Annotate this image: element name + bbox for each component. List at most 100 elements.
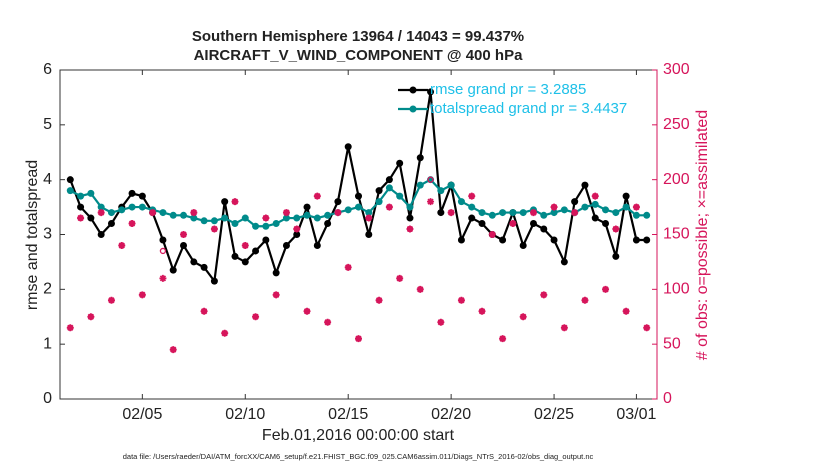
data-point bbox=[190, 209, 198, 217]
data-point bbox=[622, 307, 630, 315]
data-point bbox=[396, 274, 404, 282]
data-point bbox=[581, 296, 589, 304]
data-point bbox=[180, 211, 188, 219]
data-point bbox=[272, 220, 280, 228]
data-point bbox=[509, 220, 517, 228]
data-point bbox=[293, 231, 301, 238]
x-tick-label: 02/25 bbox=[534, 406, 574, 423]
data-point bbox=[447, 181, 455, 189]
data-point bbox=[591, 192, 599, 200]
data-point bbox=[262, 214, 270, 222]
data-point bbox=[324, 211, 332, 219]
data-point bbox=[385, 184, 393, 192]
legend-label: totalspread grand pr = 3.4437 bbox=[430, 100, 627, 117]
data-point bbox=[313, 192, 321, 200]
data-point bbox=[437, 209, 445, 217]
data-point bbox=[632, 211, 640, 219]
data-point bbox=[499, 335, 507, 343]
y-tick-label: 0 bbox=[43, 390, 52, 407]
plot-frame bbox=[59, 69, 658, 400]
data-point bbox=[180, 241, 188, 249]
data-point bbox=[252, 247, 260, 255]
data-point bbox=[128, 189, 136, 197]
data-point bbox=[406, 214, 414, 222]
data-point bbox=[138, 291, 146, 299]
data-point bbox=[560, 258, 568, 266]
chart-subtitle: AIRCRAFT_V_WIND_COMPONENT @ 400 hPa bbox=[194, 47, 524, 64]
y-tick-label: 1 bbox=[43, 335, 52, 352]
y2-tick-label: 150 bbox=[663, 226, 690, 243]
data-point bbox=[169, 211, 177, 219]
data-point bbox=[355, 192, 362, 200]
x-tick-label: 02/05 bbox=[122, 406, 162, 423]
data-point bbox=[262, 222, 270, 230]
x-tick-label: 02/20 bbox=[431, 406, 471, 423]
data-point bbox=[550, 209, 558, 217]
data-point bbox=[591, 214, 599, 222]
x-tick-label: 02/10 bbox=[225, 406, 265, 423]
data-point bbox=[365, 231, 373, 238]
data-point bbox=[499, 236, 507, 244]
data-point bbox=[529, 209, 537, 217]
data-point bbox=[282, 209, 290, 217]
y2-tick-label: 0 bbox=[663, 390, 672, 407]
series-line bbox=[69, 91, 647, 284]
data-point bbox=[200, 217, 208, 225]
data-point bbox=[252, 222, 260, 230]
data-point bbox=[468, 203, 476, 211]
x-tick-label: 03/01 bbox=[616, 406, 656, 423]
data-point bbox=[612, 252, 620, 260]
data-point bbox=[355, 335, 362, 343]
data-point bbox=[591, 200, 599, 208]
data-point bbox=[210, 217, 218, 225]
data-point bbox=[550, 236, 558, 244]
x-tick-label: 02/15 bbox=[328, 406, 368, 423]
data-point bbox=[643, 324, 651, 332]
data-point bbox=[272, 269, 280, 277]
legend-marker bbox=[409, 105, 417, 113]
data-point bbox=[602, 285, 610, 293]
data-point bbox=[488, 231, 496, 238]
data-point bbox=[519, 241, 527, 249]
data-point bbox=[128, 220, 136, 228]
data-point bbox=[396, 192, 404, 200]
legend-marker bbox=[409, 86, 417, 94]
y2-tick-label: 300 bbox=[663, 61, 690, 78]
data-point bbox=[303, 211, 311, 219]
data-point bbox=[437, 318, 445, 326]
data-point bbox=[632, 203, 640, 211]
data-point bbox=[97, 231, 105, 238]
data-point bbox=[344, 206, 352, 214]
data-point bbox=[107, 220, 115, 228]
y-tick-label: 6 bbox=[43, 61, 52, 78]
data-point bbox=[622, 192, 630, 200]
data-point bbox=[334, 198, 342, 206]
data-point bbox=[180, 231, 188, 238]
data-point bbox=[427, 88, 435, 96]
data-point bbox=[550, 203, 558, 211]
data-point bbox=[221, 214, 229, 222]
data-point bbox=[149, 209, 157, 217]
data-point bbox=[488, 211, 496, 219]
data-point bbox=[355, 203, 362, 211]
data-point bbox=[344, 263, 352, 271]
data-point bbox=[221, 329, 229, 337]
data-point bbox=[159, 247, 167, 255]
data-point bbox=[200, 263, 208, 271]
data-point bbox=[118, 241, 126, 249]
data-point bbox=[365, 209, 373, 217]
data-point bbox=[447, 209, 455, 217]
data-point bbox=[478, 209, 486, 217]
data-point bbox=[231, 198, 239, 206]
data-point bbox=[293, 225, 301, 233]
data-point bbox=[221, 198, 229, 206]
y-axis-label: rmse and totalspread bbox=[24, 160, 41, 310]
data-point bbox=[571, 209, 579, 217]
data-point bbox=[560, 324, 568, 332]
data-point bbox=[272, 291, 280, 299]
data-point bbox=[437, 187, 445, 195]
x-axis-label: Feb.01,2016 00:00:00 start bbox=[262, 427, 455, 444]
data-point bbox=[643, 211, 651, 219]
data-point bbox=[159, 209, 167, 217]
